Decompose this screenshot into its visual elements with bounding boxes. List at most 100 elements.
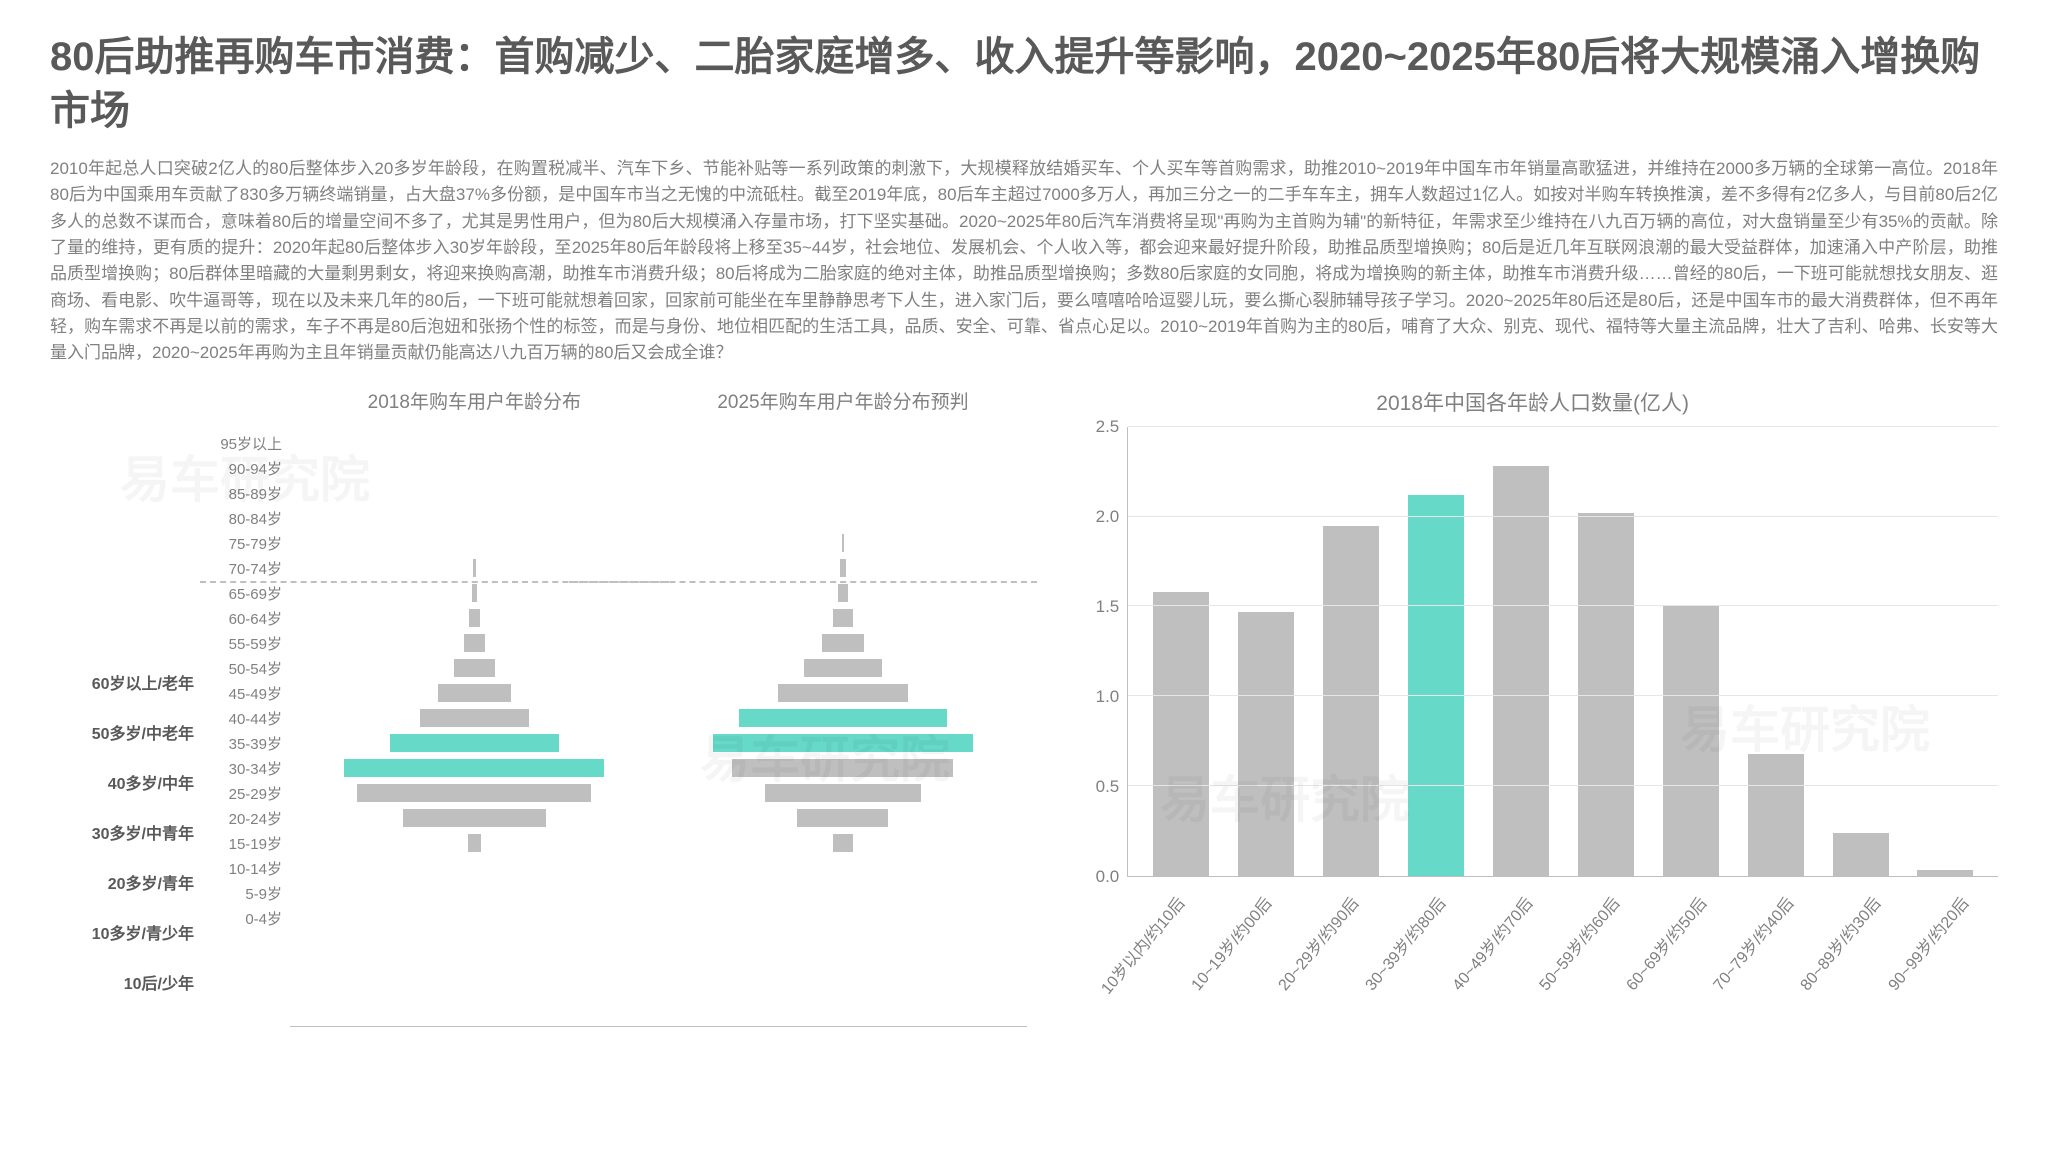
age-bin-label: 30-34岁 [200,756,290,781]
pyramid-row [290,706,659,731]
bar [1493,466,1549,875]
x-tick-label: 50~59岁/约60后 [1563,877,1650,1027]
pyramid-2018: 2018年购车用户年龄分布 [290,387,659,1027]
x-tick-label: 90~99岁/约20后 [1911,877,1998,1027]
pyramid-row [290,806,659,831]
y-tick-label: 1.5 [1096,597,1120,617]
x-tick-label: 40~49岁/约70后 [1476,877,1563,1027]
age-bin-label: 90-94岁 [200,456,290,481]
pyramid-row [290,731,659,756]
age-bin-label: 60-64岁 [200,606,290,631]
pyramid-row [659,481,1028,506]
bar [1663,606,1719,875]
x-tick-label: 80~89岁/约30后 [1824,877,1911,1027]
pyramid-row [290,756,659,781]
age-bin-labels: 95岁以上90-94岁85-89岁80-84岁75-79岁70-74岁65-69… [200,387,290,1027]
bar [1833,833,1889,876]
x-tick-label: 20~29岁/约90后 [1301,877,1388,1027]
bar [1153,592,1209,876]
age-group-label: 50多岁/中老年 [50,707,200,757]
age-bin-label: 25-29岁 [200,781,290,806]
x-tick-label: 10~19岁/约00后 [1214,877,1301,1027]
pyramid-row [290,606,659,631]
pyramid-row [290,506,659,531]
bar [1238,612,1294,876]
age-group-label: 40多岁/中年 [50,757,200,807]
pyramid-row [290,831,659,856]
pyramid-row [659,556,1028,581]
pyramid-row [290,556,659,581]
population-bar-chart: 2018年中国各年龄人口数量(亿人) 0.0 0.5 1.0 1.5 2.0 2.5 10… [1067,387,1998,1027]
age-bin-label: 80-84岁 [200,506,290,531]
age-bin-label: 10-14岁 [200,856,290,881]
x-tick-label: 60~69岁/约50后 [1650,877,1737,1027]
pyramid-row [290,656,659,681]
pyramid-row [659,756,1028,781]
pyramid-row [659,681,1028,706]
pyramid-2025: 2025年购车用户年龄分布预判 [659,387,1028,1027]
age-bin-label: 45-49岁 [200,681,290,706]
pyramid-row [659,656,1028,681]
x-tick-label: 30~39岁/约80后 [1389,877,1476,1027]
pyramid-row [290,581,659,606]
pyramid-charts: 60岁以上/老年50多岁/中老年40多岁/中年30多岁/中青年20多岁/青年10… [50,387,1027,1027]
age-bin-label: 75-79岁 [200,531,290,556]
age-bin-label: 85-89岁 [200,481,290,506]
pyramid-row [290,681,659,706]
pyramid-row [290,881,659,906]
pyramid-row [659,831,1028,856]
pyramid-row [659,906,1028,931]
age-group-label: 20多岁/青年 [50,857,200,907]
pyramid-row [290,906,659,931]
age-bin-label: 40-44岁 [200,706,290,731]
pyramid-row [290,481,659,506]
bar-x-labels: 10岁以内/约10后10~19岁/约00后20~29岁/约90后30~39岁/约… [1067,877,1998,1027]
bar [1408,495,1464,876]
bar [1323,526,1379,876]
bar-chart-title: 2018年中国各年龄人口数量(亿人) [1067,387,1998,417]
pyramid-2018-title: 2018年购车用户年龄分布 [290,387,659,431]
age-bin-label: 0-4岁 [200,906,290,931]
pyramid-row [659,431,1028,456]
y-tick-label: 2.5 [1096,417,1120,437]
y-tick-label: 0.5 [1096,777,1120,797]
pyramid-row [659,506,1028,531]
y-tick-label: 1.0 [1096,687,1120,707]
pyramid-row [659,581,1028,606]
y-tick-label: 0.0 [1096,867,1120,887]
x-tick-label: 70~79岁/约40后 [1737,877,1824,1027]
age-bin-label: 35-39岁 [200,731,290,756]
pyramid-row [659,881,1028,906]
pyramid-row [659,731,1028,756]
pyramid-row [290,456,659,481]
age-group-label: 60岁以上/老年 [50,657,200,707]
y-tick-label: 2.0 [1096,507,1120,527]
age-bin-label: 65-69岁 [200,581,290,606]
pyramid-row [659,781,1028,806]
page-title: 80后助推再购车市消费：首购减少、二胎家庭增多、收入提升等影响，2020~202… [50,30,1998,138]
charts-container: 60岁以上/老年50多岁/中老年40多岁/中年30多岁/中青年20多岁/青年10… [50,387,1998,1027]
bar [1917,870,1973,875]
pyramid-row [290,531,659,556]
age-group-labels: 60岁以上/老年50多岁/中老年40多岁/中年30多岁/中青年20多岁/青年10… [50,387,200,1027]
pyramid-row [659,856,1028,881]
pyramid-row [659,706,1028,731]
age-bin-label: 70-74岁 [200,556,290,581]
pyramid-row [659,606,1028,631]
pyramid-2025-title: 2025年购车用户年龄分布预判 [659,387,1028,431]
age-bin-label: 55-59岁 [200,631,290,656]
age-group-label: 10后/少年 [50,957,200,1007]
body-paragraph: 2010年起总人口突破2亿人的80后整体步入20多岁年龄段，在购置税减半、汽车下… [50,156,1998,367]
pyramid-row [659,456,1028,481]
pyramid-row [290,781,659,806]
bar [1748,754,1804,876]
age-bin-label: 5-9岁 [200,881,290,906]
pyramid-row [290,856,659,881]
age-group-label: 10多岁/青少年 [50,907,200,957]
bar-y-axis: 0.00.51.01.52.02.5 [1067,427,1127,877]
bar-plot-area [1127,427,1998,877]
age-bin-label: 50-54岁 [200,656,290,681]
age-bin-label: 95岁以上 [200,431,290,456]
age-bin-label: 20-24岁 [200,806,290,831]
x-tick-label: 10岁以内/约10后 [1127,877,1214,1027]
